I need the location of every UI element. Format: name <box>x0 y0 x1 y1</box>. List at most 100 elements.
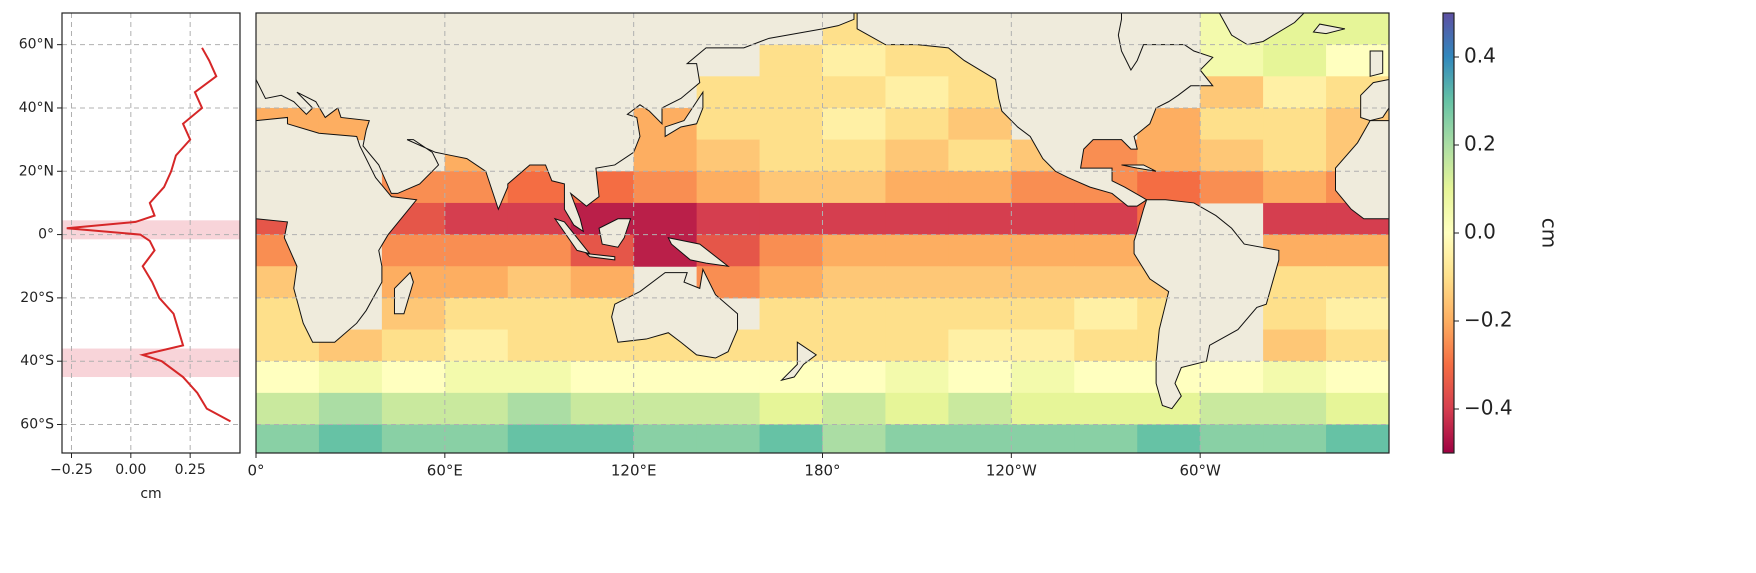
heatmap-cell <box>696 424 761 453</box>
heatmap-cell <box>1011 361 1075 394</box>
heatmap-cell <box>633 202 698 236</box>
colorbar-tick-label: −0.2 <box>1464 308 1513 332</box>
y-tick-label: 60°S <box>20 417 54 433</box>
heatmap-cell <box>633 139 698 172</box>
heatmap-cell <box>822 76 886 109</box>
colorbar-gradient <box>1443 13 1454 453</box>
heatmap-cell <box>885 234 949 267</box>
heatmap-cell <box>381 329 446 362</box>
map-grid: 0° 60°E 120°E 180° 120°W 60°W <box>247 13 1389 480</box>
heatmap-cell <box>1011 424 1075 453</box>
heatmap-cell <box>444 266 509 299</box>
heatmap-cell <box>507 329 572 362</box>
y-tick-label: 60°N <box>19 37 54 53</box>
heatmap-cell <box>759 202 823 236</box>
heatmap-cell <box>1074 361 1138 394</box>
x-tick-label: 60°W <box>1179 462 1221 480</box>
heatmap-cell <box>1263 171 1327 204</box>
heatmap-cell <box>948 107 1012 141</box>
heatmap-cell <box>696 76 761 109</box>
heatmap-cell <box>1074 297 1138 331</box>
heatmap-cell <box>948 234 1012 267</box>
heatmap-cell <box>444 329 509 362</box>
heatmap-cell <box>507 202 572 236</box>
heatmap-cell <box>1200 44 1264 77</box>
heatmap-cell <box>1263 329 1327 362</box>
heatmap-cell <box>822 361 886 394</box>
heatmap-cell <box>633 392 698 426</box>
heatmap-cell <box>507 424 572 453</box>
heatmap-cell <box>885 202 949 236</box>
heatmap-cell <box>318 361 383 394</box>
heatmap-cell <box>822 266 886 299</box>
heatmap-cell <box>1200 139 1264 172</box>
heatmap-cell <box>696 171 761 204</box>
heatmap-cell <box>1263 392 1327 426</box>
axes-frame <box>61 12 241 454</box>
land <box>256 13 1389 409</box>
heatmap-cell <box>507 361 572 394</box>
heatmap-cell <box>1011 329 1075 362</box>
heatmap-cell <box>759 424 823 453</box>
heatmap-cell <box>1263 202 1327 236</box>
heatmap-cell <box>948 171 1012 204</box>
heatmap-cell <box>948 361 1012 394</box>
heatmap-cell <box>759 44 823 77</box>
heatmap-cell <box>1263 107 1327 141</box>
heatmap-cell <box>1326 392 1389 426</box>
heatmap-cell <box>759 139 823 172</box>
heatmap-cell <box>633 171 698 204</box>
colorbar-tick-label: 0.0 <box>1464 220 1496 244</box>
heatmap-cell <box>1200 392 1264 426</box>
y-tick-label: 20°N <box>19 163 54 179</box>
heatmap-cell <box>1263 139 1327 172</box>
heatmap-cell <box>885 424 949 453</box>
heatmap-cell <box>1011 266 1075 299</box>
heatmap-cell <box>759 266 823 299</box>
heatmap-cell <box>759 171 823 204</box>
heatmap-cell <box>1011 297 1075 331</box>
profile-panel: −0.25 0.00 0.25 60°N 40°N 20°N 0° 20°S 40°S 60°S <box>19 12 241 478</box>
heatmap-cell <box>822 392 886 426</box>
heatmap-cell <box>633 424 698 453</box>
heatmap-cell <box>381 234 446 267</box>
x-tick-label: 0.25 <box>175 462 206 478</box>
heatmap-cell <box>885 44 949 77</box>
heatmap-cell <box>948 139 1012 172</box>
heatmap-cell <box>1200 424 1264 453</box>
x-tick-label: −0.25 <box>50 462 93 478</box>
y-tick-label: 0° <box>38 227 54 243</box>
heatmap-cell <box>822 329 886 362</box>
heatmap-cell <box>1074 329 1138 362</box>
heatmap-cell <box>633 361 698 394</box>
heatmap-cell <box>1074 424 1138 453</box>
heatmap-cell <box>444 392 509 426</box>
heatmap-cell <box>759 76 823 109</box>
heatmap-cell <box>885 361 949 394</box>
heatmap-cell <box>1326 329 1389 362</box>
heatmap-cell <box>759 297 823 331</box>
heatmap-cell <box>1326 361 1389 394</box>
map-frame <box>255 12 1390 454</box>
heatmap-cell <box>948 392 1012 426</box>
heatmap-cell <box>885 392 949 426</box>
heatmap-cell <box>1263 44 1327 77</box>
heatmap-cell <box>1263 76 1327 109</box>
heatmap-cell <box>822 202 886 236</box>
heatmap-cell <box>759 234 823 267</box>
heatmap-cell <box>318 392 383 426</box>
heatmap-cell <box>570 392 635 426</box>
x-tick-label: 120°W <box>986 462 1037 480</box>
heatmap-cell <box>696 361 761 394</box>
heatmap-cell <box>1200 171 1264 204</box>
heatmap-cell <box>1200 107 1264 141</box>
heatmap-cell <box>948 202 1012 236</box>
y-tick-label: 20°S <box>20 290 54 306</box>
heatmap-cell <box>1011 171 1075 204</box>
heatmap-cell <box>1011 234 1075 267</box>
heatmap-cell <box>570 361 635 394</box>
x-tick-label: 180° <box>804 462 840 480</box>
heatmap-cell <box>444 234 509 267</box>
heatmap-cell <box>948 266 1012 299</box>
